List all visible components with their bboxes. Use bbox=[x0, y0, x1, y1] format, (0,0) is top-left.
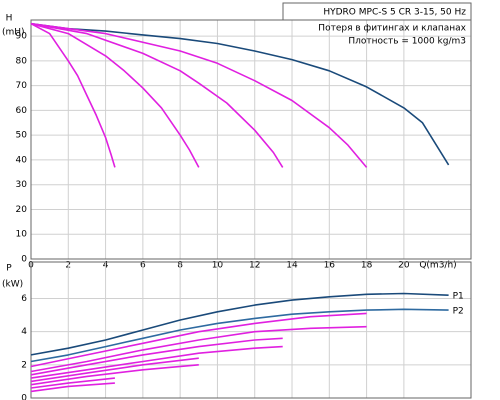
curve bbox=[30, 345, 283, 379]
curve bbox=[30, 22, 116, 168]
chart-title: HYDRO MPC-S 5 CR 3-15, 50 Hz bbox=[323, 8, 466, 18]
y-axis-unit: (mH) bbox=[2, 28, 25, 38]
series-label: P1 bbox=[453, 292, 464, 302]
curve bbox=[30, 312, 367, 368]
y-tick-label: 50 bbox=[16, 131, 28, 141]
plot-frame bbox=[30, 261, 472, 399]
curve bbox=[30, 357, 199, 383]
y-tick-label: 0 bbox=[21, 394, 27, 400]
y-tick-label: 40 bbox=[16, 155, 28, 165]
curve bbox=[30, 22, 200, 168]
y-tick-label: 2 bbox=[21, 360, 27, 370]
y-axis-label: H bbox=[6, 14, 13, 24]
curve bbox=[30, 364, 199, 386]
y-tick-label: 80 bbox=[16, 56, 28, 66]
title-box bbox=[282, 2, 472, 21]
y-axis-label: P bbox=[6, 264, 12, 274]
curve bbox=[30, 308, 449, 363]
y-tick-label: 20 bbox=[16, 205, 28, 215]
series-label: P2 bbox=[453, 307, 464, 317]
y-tick-label: 6 bbox=[21, 294, 27, 304]
curve bbox=[30, 22, 450, 166]
curve bbox=[30, 382, 115, 393]
y-tick-label: 4 bbox=[21, 327, 27, 337]
y-axis-unit: (kW) bbox=[2, 280, 23, 290]
plot-frame bbox=[30, 19, 472, 260]
curve bbox=[30, 292, 449, 356]
annotation: Потеря в фитингах и клапанах bbox=[318, 24, 466, 34]
curve bbox=[30, 325, 367, 373]
x-axis-label: Q(m3/h) bbox=[419, 261, 456, 271]
y-tick-label: 0 bbox=[21, 255, 27, 265]
curve bbox=[30, 22, 284, 168]
y-tick-label: 90 bbox=[16, 32, 28, 42]
curve bbox=[30, 377, 115, 389]
y-tick-label: 70 bbox=[16, 81, 28, 91]
curve bbox=[30, 337, 283, 376]
y-tick-label: 60 bbox=[16, 106, 28, 116]
y-tick-label: 30 bbox=[16, 180, 28, 190]
curve bbox=[30, 22, 368, 168]
y-tick-label: 10 bbox=[16, 230, 28, 240]
annotation: Плотность = 1000 kg/m3 bbox=[348, 37, 466, 47]
